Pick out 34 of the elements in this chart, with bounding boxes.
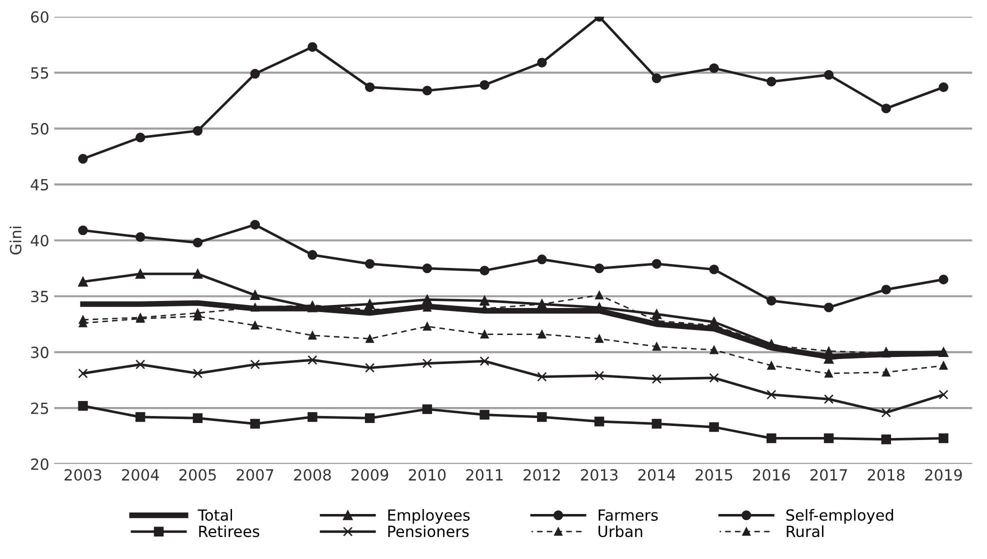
x-tick-label: 2005: [179, 469, 216, 481]
x-tick-label: 2012: [524, 469, 560, 481]
y-tick-label: 55: [31, 67, 48, 79]
x-tick-label: 2017: [810, 469, 847, 481]
y-tick-label: 40: [30, 234, 48, 246]
x-tick-label: 2008: [294, 469, 331, 481]
y-tick-label: 25: [31, 402, 48, 414]
y-tick-label: 60: [31, 11, 48, 23]
x-tick-label: 2015: [696, 469, 732, 481]
x-tick-label: 2014: [638, 469, 676, 481]
legend-label: Farmers: [598, 509, 658, 521]
x-tick-label: 2013: [580, 469, 618, 481]
y-tick-label: 30: [31, 346, 48, 358]
legend-label: Urban: [598, 525, 642, 538]
y-tick-label: 35: [31, 290, 48, 302]
x-tick-label: 2011: [466, 469, 503, 481]
x-tick-label: 2018: [868, 469, 905, 481]
legend-label: Employees: [388, 509, 470, 524]
legend-label: Self-employed: [786, 509, 894, 524]
x-tick-label: 2016: [753, 469, 790, 481]
x-tick-label: 2009: [351, 469, 388, 481]
y-tick-label: 45: [30, 179, 48, 190]
x-tick-label: 2003: [64, 469, 102, 481]
x-tick-label: 2019: [925, 469, 962, 481]
legend-label: Retirees: [199, 525, 260, 538]
legend-label: Pensioners: [388, 525, 469, 538]
legend-label: Total: [198, 509, 232, 521]
y-axis-title: Gini: [10, 226, 22, 255]
x-tick-label: 2010: [408, 469, 446, 481]
y-tick-label: 20: [31, 458, 48, 470]
x-tick-label: 2004: [122, 469, 159, 481]
legend-label: Rural: [786, 525, 824, 538]
x-tick-label: 2007: [236, 469, 274, 481]
y-tick-label: 50: [31, 123, 48, 135]
